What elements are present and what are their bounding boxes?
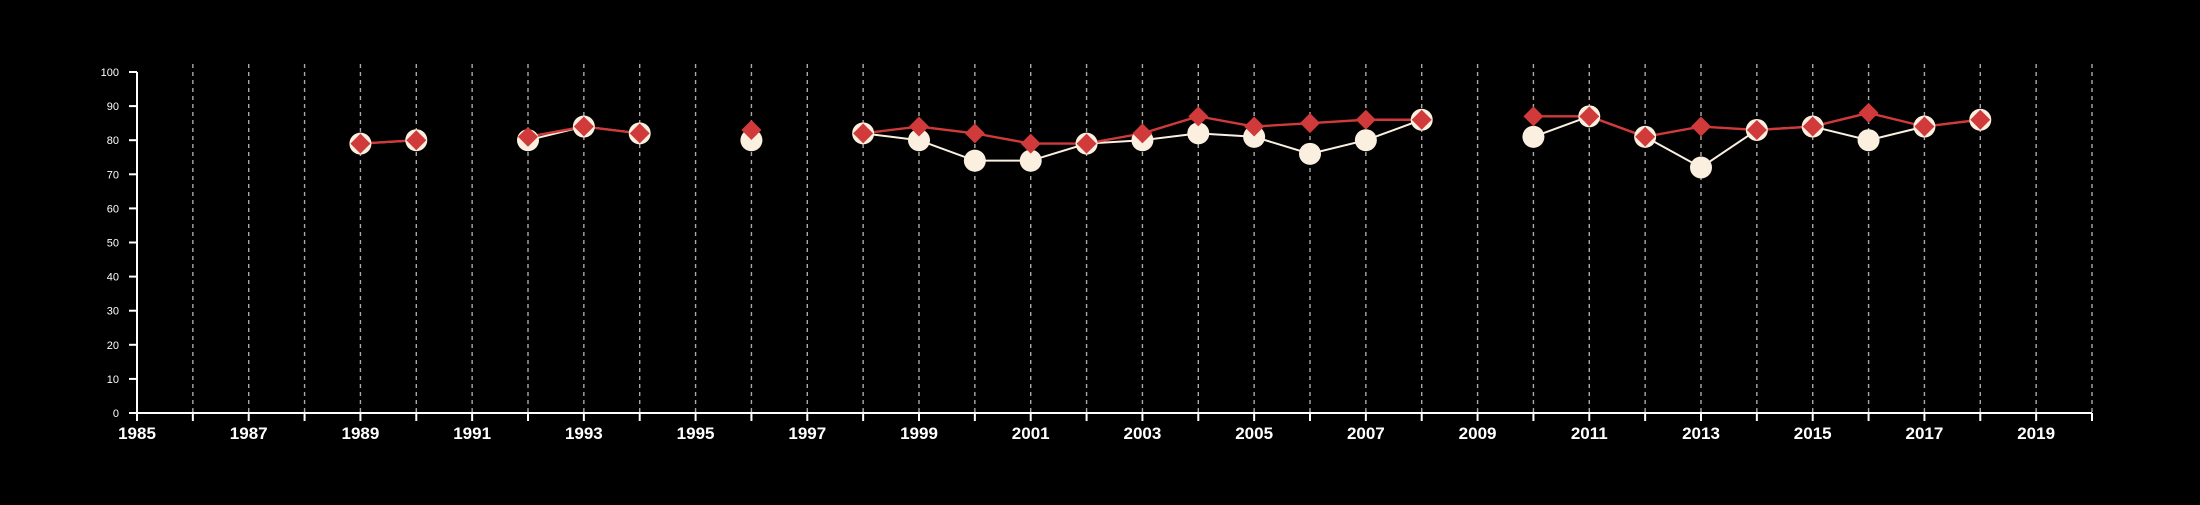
x-tick-label: 2003 [1124,424,1162,443]
gridlines [192,64,2093,413]
data-point-circle [1690,156,1712,179]
markers-diamond [350,102,1991,154]
data-point-circle [1299,142,1321,165]
data-point-diamond [964,123,985,144]
x-tick-label: 2009 [1459,424,1497,443]
x-tick-label: 1989 [342,424,380,443]
data-point-diamond [406,130,427,151]
x-tick-label: 2019 [2017,424,2055,443]
x-tick-label: 2015 [1794,424,1832,443]
x-tick-label: 1987 [230,424,268,443]
data-point-circle [1522,125,1545,148]
data-point-diamond [518,126,538,147]
x-tick-label: 2005 [1235,424,1273,443]
data-point-circle [908,129,930,152]
data-point-diamond [1914,116,1935,137]
axes [136,72,2092,414]
data-point-diamond [909,116,929,137]
y-tick-label: 90 [107,101,119,113]
x-tick-label: 2011 [1571,424,1608,443]
data-point-circle [1354,129,1377,152]
data-point-diamond [1858,102,1879,123]
x-tick-label: 1985 [118,424,156,443]
data-point-diamond [1746,119,1767,140]
data-point-circle [1019,149,1042,172]
x-tick-label: 2017 [1906,424,1944,443]
y-tick-label: 70 [107,169,119,181]
y-tick-label: 100 [101,67,119,79]
x-tick-label: 1995 [677,424,715,443]
data-point-circle [1857,129,1880,152]
x-tick-label: 1997 [788,424,826,443]
x-tick-label: 2007 [1347,424,1385,443]
data-point-circle [740,129,763,152]
data-point-diamond [1300,113,1320,134]
y-tick-label: 30 [107,306,119,318]
series-diamond [360,111,1981,145]
y-tick-label: 80 [107,135,119,147]
data-point-diamond [1188,106,1209,127]
x-tick-label: 2001 [1012,424,1050,443]
y-tick-label: 20 [107,340,119,352]
data-point-diamond [1635,126,1656,147]
data-point-diamond [1132,123,1153,144]
data-point-circle [1243,125,1266,148]
data-point-circle [1187,122,1210,145]
data-point-diamond [1970,109,1991,130]
y-tick-label: 0 [113,408,119,420]
x-tick-label: 2013 [1682,424,1720,443]
data-point-diamond [1579,106,1600,127]
data-point-diamond [741,119,762,140]
data-point-diamond [1691,116,1711,137]
x-tick-label: 1993 [565,424,603,443]
data-point-diamond [1355,109,1376,130]
y-tick-label: 60 [107,203,119,215]
series-group [349,102,1992,179]
markers-circle [349,105,1992,179]
data-point-diamond [853,123,874,144]
x-axis-ticks: 1985 1987 1989 1991 1993 1995 1997 1999 2001 2003… [118,413,2093,443]
y-tick-label: 50 [107,238,119,250]
data-point-diamond [1020,133,1041,154]
y-axis-ticks: 0 10 20 30 40 50 60 70 80 90 100 [101,67,137,420]
data-point-diamond [1244,116,1265,137]
y-tick-label: 10 [107,374,119,386]
data-point-diamond [1523,106,1544,127]
x-tick-label: 1991 [453,424,491,443]
x-tick-label: 1999 [900,424,938,443]
data-point-diamond [1076,133,1097,154]
data-point-circle [963,149,986,172]
y-tick-label: 40 [107,272,119,284]
data-point-diamond [1411,109,1432,130]
data-point-diamond [350,133,371,154]
data-point-diamond [629,123,650,144]
data-point-diamond [1802,116,1823,137]
data-point-diamond [573,116,594,137]
